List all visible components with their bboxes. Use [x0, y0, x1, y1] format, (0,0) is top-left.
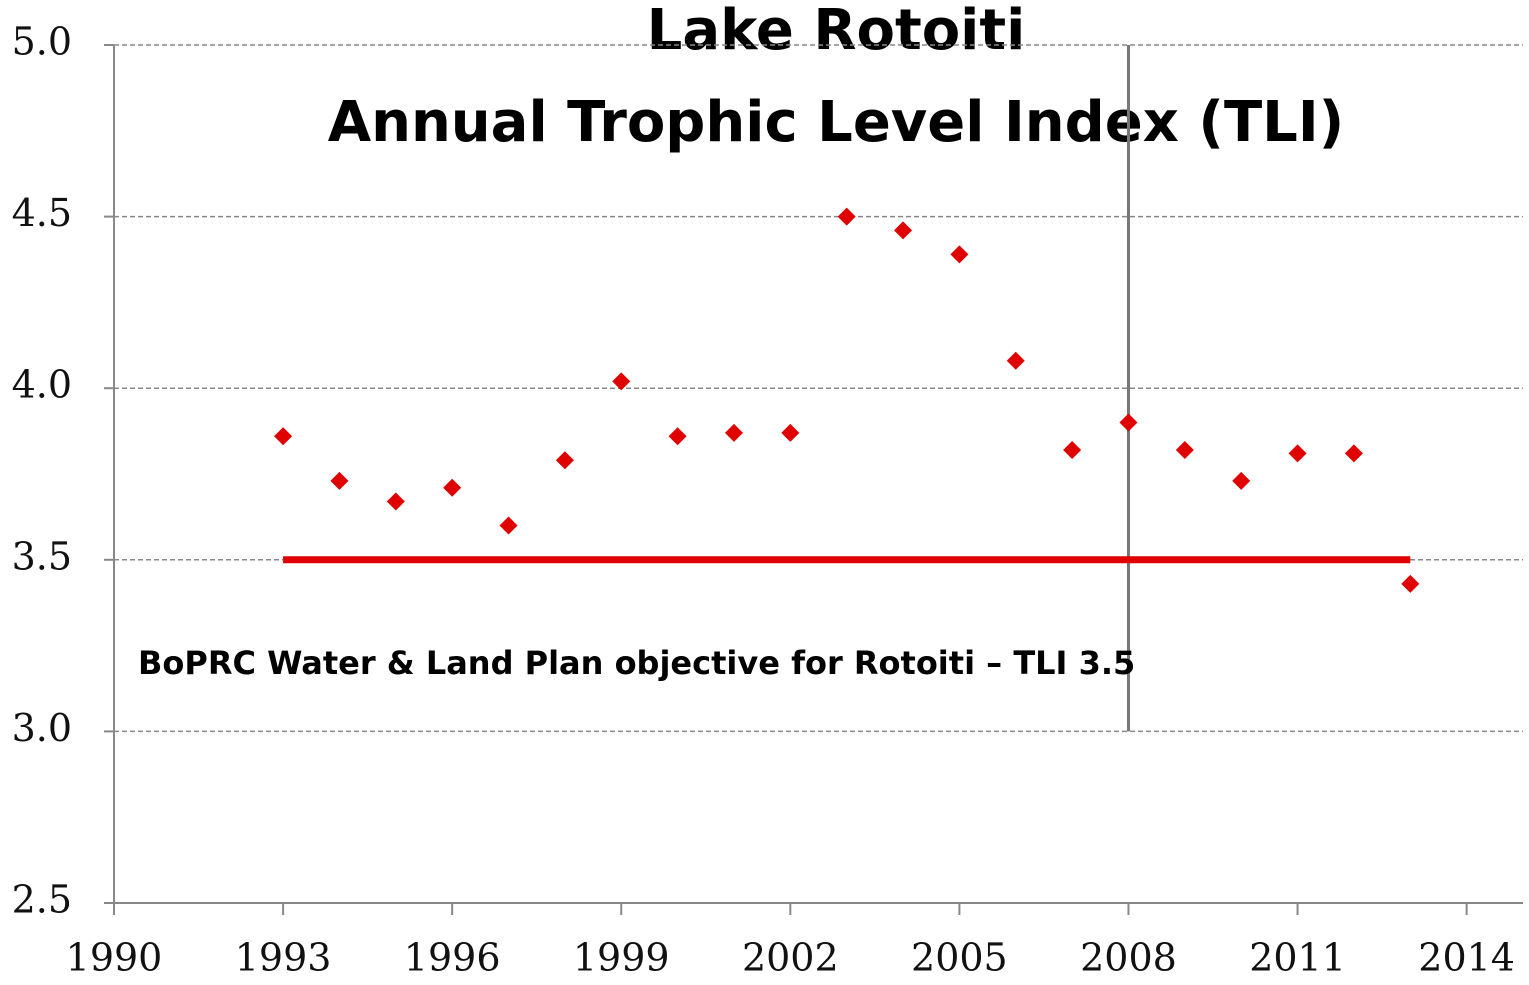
point: [443, 478, 462, 497]
point: [668, 427, 687, 446]
point: [1288, 444, 1307, 463]
point: [555, 451, 574, 470]
point: [950, 245, 969, 264]
point: [386, 492, 405, 511]
y-tick-label: 2.5: [12, 878, 72, 922]
point: [837, 207, 856, 226]
point: [724, 423, 743, 442]
point: [1119, 413, 1138, 432]
point: [1232, 471, 1251, 490]
y-tick-label: 3.5: [12, 534, 72, 578]
point: [1175, 440, 1194, 459]
x-tick-label: 1990: [66, 936, 163, 980]
y-tick-label: 4.5: [12, 191, 72, 235]
chart-title: Lake Rotoiti: [647, 0, 1026, 63]
point: [1401, 574, 1420, 593]
x-tick-label: 1999: [573, 936, 670, 980]
point: [274, 427, 293, 446]
chart-subtitle: Annual Trophic Level Index (TLI): [328, 90, 1345, 155]
point: [1063, 440, 1082, 459]
point: [781, 423, 800, 442]
y-tick-label: 5.0: [12, 20, 72, 64]
x-tick-label: 2005: [911, 936, 1008, 980]
point: [1344, 444, 1363, 463]
x-tick-label: 1996: [404, 936, 501, 980]
x-tick-label: 2011: [1249, 936, 1346, 980]
y-tick-label: 4.0: [12, 363, 72, 407]
annotation: BoPRC Water & Land Plan objective for Ro…: [138, 644, 1135, 682]
x-tick-label: 2008: [1080, 936, 1177, 980]
point: [1006, 351, 1025, 370]
x-tick-label: 2014: [1418, 936, 1515, 980]
point: [499, 516, 518, 535]
y-tick-label: 3.0: [12, 706, 72, 750]
x-tick-label: 1993: [235, 936, 332, 980]
x-tick-label: 2002: [742, 936, 839, 980]
point: [612, 372, 631, 391]
point: [330, 471, 349, 490]
point: [894, 221, 913, 240]
